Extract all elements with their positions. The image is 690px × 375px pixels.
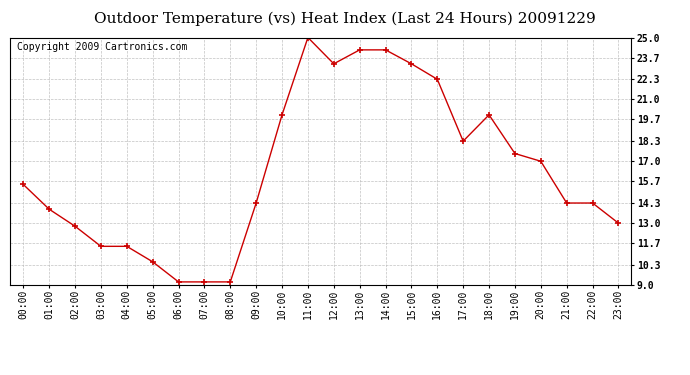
Text: Copyright 2009 Cartronics.com: Copyright 2009 Cartronics.com: [17, 42, 187, 52]
Text: Outdoor Temperature (vs) Heat Index (Last 24 Hours) 20091229: Outdoor Temperature (vs) Heat Index (Las…: [94, 11, 596, 26]
